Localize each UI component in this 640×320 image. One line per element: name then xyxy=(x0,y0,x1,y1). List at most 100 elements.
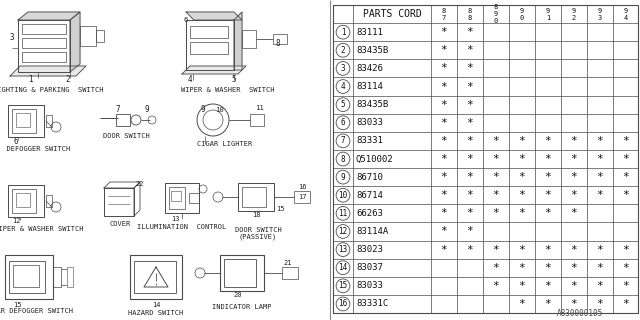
Text: 18: 18 xyxy=(252,212,260,218)
Text: *: * xyxy=(440,63,447,73)
Text: *: * xyxy=(440,208,447,218)
Text: 9
3: 9 3 xyxy=(598,8,602,20)
Text: *: * xyxy=(518,136,525,146)
Bar xyxy=(165,183,199,213)
Text: 83426: 83426 xyxy=(356,64,383,73)
Bar xyxy=(22,24,66,34)
Text: 16: 16 xyxy=(298,184,307,190)
Text: 3: 3 xyxy=(340,64,346,73)
Text: *: * xyxy=(623,136,629,146)
Text: 83023: 83023 xyxy=(356,245,383,254)
Text: 14: 14 xyxy=(339,263,348,272)
Bar xyxy=(22,52,66,62)
Text: 86710: 86710 xyxy=(356,172,383,182)
Text: 83331: 83331 xyxy=(356,136,383,145)
Text: *: * xyxy=(493,154,499,164)
Text: *: * xyxy=(440,244,447,255)
Polygon shape xyxy=(182,66,246,74)
Bar xyxy=(189,193,199,203)
Text: *: * xyxy=(571,299,577,309)
Text: 10: 10 xyxy=(214,107,223,113)
Text: 83111: 83111 xyxy=(356,28,383,37)
Text: *: * xyxy=(545,136,552,146)
Text: *: * xyxy=(467,82,474,92)
Text: *: * xyxy=(518,190,525,200)
Text: 83331C: 83331C xyxy=(356,300,388,308)
Bar xyxy=(190,26,228,38)
Text: *: * xyxy=(493,190,499,200)
Bar xyxy=(46,115,52,127)
Text: 83435B: 83435B xyxy=(356,46,388,55)
Text: REAR WIPER & WASHER SWITCH: REAR WIPER & WASHER SWITCH xyxy=(0,226,83,232)
Text: *: * xyxy=(440,190,447,200)
Text: *: * xyxy=(467,227,474,236)
Text: CIGAR LIGHTER: CIGAR LIGHTER xyxy=(197,141,253,147)
Text: *: * xyxy=(440,154,447,164)
Bar xyxy=(22,38,66,48)
Bar xyxy=(130,255,182,299)
Text: 83114A: 83114A xyxy=(356,227,388,236)
Text: 3: 3 xyxy=(10,34,14,43)
Text: 83037: 83037 xyxy=(356,263,383,272)
Text: *: * xyxy=(440,172,447,182)
Polygon shape xyxy=(186,12,242,20)
Bar xyxy=(242,30,256,48)
Text: 11: 11 xyxy=(339,209,348,218)
Text: *: * xyxy=(545,263,552,273)
Text: *: * xyxy=(596,244,604,255)
Text: *: * xyxy=(571,263,577,273)
Text: *: * xyxy=(596,136,604,146)
Text: *: * xyxy=(545,190,552,200)
Text: Q510002: Q510002 xyxy=(356,155,394,164)
Text: 15: 15 xyxy=(339,281,348,290)
Text: 9
4: 9 4 xyxy=(624,8,628,20)
Bar xyxy=(250,114,264,126)
Text: 9
1: 9 1 xyxy=(546,8,550,20)
Text: *: * xyxy=(545,299,552,309)
Text: 2: 2 xyxy=(66,76,70,84)
Text: *: * xyxy=(518,172,525,182)
Bar xyxy=(53,267,61,287)
Bar xyxy=(294,191,310,203)
Text: 13: 13 xyxy=(339,245,348,254)
Text: ILLUMINATION  CONTROL: ILLUMINATION CONTROL xyxy=(138,224,227,230)
Text: DOOR SWITCH: DOOR SWITCH xyxy=(102,133,149,139)
Bar xyxy=(169,187,185,209)
Text: HAZARD SWITCH: HAZARD SWITCH xyxy=(129,310,184,316)
Polygon shape xyxy=(10,66,86,76)
Text: 9: 9 xyxy=(340,172,346,182)
Text: REAR DEFOGGER SWITCH: REAR DEFOGGER SWITCH xyxy=(0,308,74,314)
Text: COVER: COVER xyxy=(109,221,131,227)
Text: *: * xyxy=(571,172,577,182)
Text: *: * xyxy=(518,263,525,273)
Text: 20: 20 xyxy=(234,292,243,298)
Text: 12: 12 xyxy=(339,227,348,236)
Text: *: * xyxy=(440,27,447,37)
Bar xyxy=(12,109,36,133)
Text: 83435B: 83435B xyxy=(356,100,388,109)
Text: *: * xyxy=(623,244,629,255)
Text: *: * xyxy=(467,100,474,110)
Bar xyxy=(13,265,39,287)
Bar xyxy=(282,267,298,279)
Text: 8
9
0: 8 9 0 xyxy=(494,4,498,24)
Polygon shape xyxy=(18,12,80,20)
Text: 4: 4 xyxy=(188,76,192,84)
Bar xyxy=(238,183,274,211)
Text: *: * xyxy=(467,136,474,146)
Text: *: * xyxy=(596,190,604,200)
Text: *: * xyxy=(571,208,577,218)
Text: *: * xyxy=(493,208,499,218)
Text: *: * xyxy=(623,172,629,182)
Text: *: * xyxy=(440,118,447,128)
Bar xyxy=(12,189,36,213)
Text: 2: 2 xyxy=(340,46,346,55)
Text: DOOR SWITCH
(PASSIVE): DOOR SWITCH (PASSIVE) xyxy=(235,227,282,241)
Text: 83033: 83033 xyxy=(356,281,383,290)
Text: *: * xyxy=(596,172,604,182)
Text: *: * xyxy=(596,281,604,291)
Text: *: * xyxy=(596,154,604,164)
Text: 8: 8 xyxy=(340,155,346,164)
Bar xyxy=(5,255,53,299)
Text: *: * xyxy=(623,299,629,309)
